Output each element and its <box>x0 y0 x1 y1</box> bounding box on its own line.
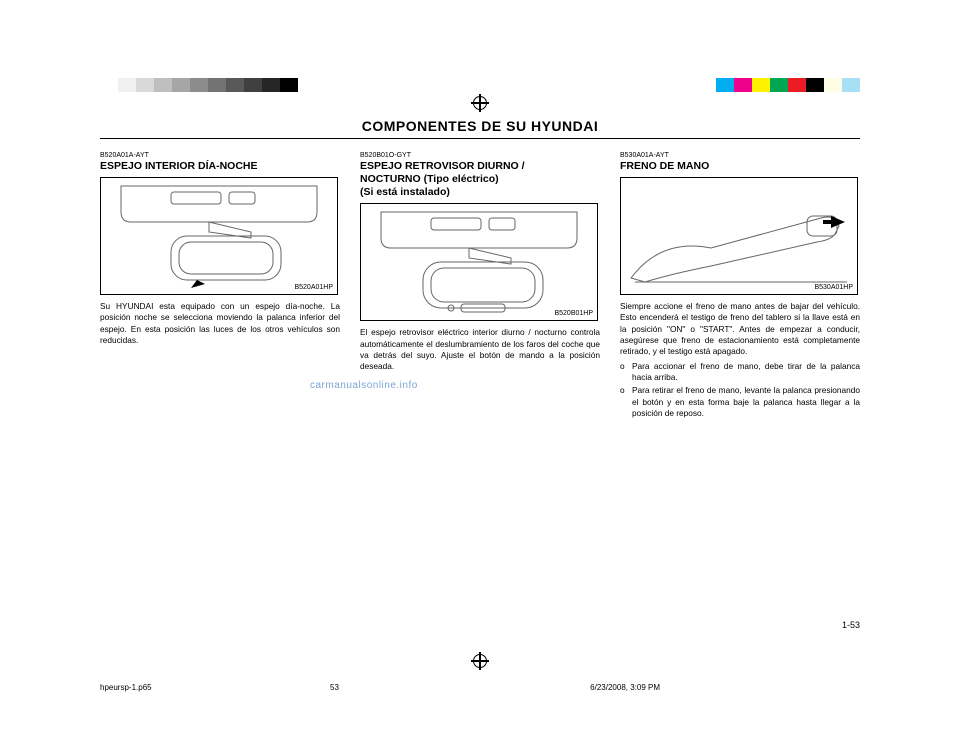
footer-page: 53 <box>330 683 410 692</box>
registration-crosshair-bottom <box>471 652 489 670</box>
print-footer: hpeursp-1.p65 53 6/23/2008, 3:09 PM <box>100 683 860 692</box>
section-body: Siempre accione el freno de mano antes d… <box>620 301 860 419</box>
figure-mirror-electric: B520B01HP <box>360 203 598 321</box>
section-title: FRENO DE MANO <box>620 160 860 173</box>
section-code: B530A01A-AYT <box>620 152 860 159</box>
columns: B520A01A-AYT ESPEJO INTERIOR DÍA-NOCHE B… <box>100 152 860 421</box>
section-code: B520B01O-GYT <box>360 152 600 159</box>
list-item: Para retirar el freno de mano, levante l… <box>620 385 860 419</box>
figure-handbrake: B530A01HP <box>620 177 858 295</box>
column-3: B530A01A-AYT FRENO DE MANO B530A01HP Sie… <box>620 152 860 421</box>
section-code: B520A01A-AYT <box>100 152 340 159</box>
page-title: COMPONENTES DE SU HYUNDAI <box>100 118 860 139</box>
section-body: El espejo retrovisor eléctrico interior … <box>360 327 600 372</box>
list-item: Para accionar el freno de mano, debe tir… <box>620 361 860 383</box>
figure-mirror-daynight: B520A01HP <box>100 177 338 295</box>
page-number: 1-53 <box>842 620 860 630</box>
footer-timestamp: 6/23/2008, 3:09 PM <box>590 683 860 692</box>
bullet-list: Para accionar el freno de mano, debe tir… <box>620 361 860 419</box>
figure-label: B530A01HP <box>814 284 853 291</box>
footer-file: hpeursp-1.p65 <box>100 683 330 692</box>
figure-label: B520B01HP <box>554 310 593 317</box>
page-content: COMPONENTES DE SU HYUNDAI B520A01A-AYT E… <box>100 70 860 630</box>
figure-label: B520A01HP <box>294 284 333 291</box>
section-title: ESPEJO INTERIOR DÍA-NOCHE <box>100 160 340 173</box>
column-2: B520B01O-GYT ESPEJO RETROVISOR DIURNO / … <box>360 152 600 421</box>
column-1: B520A01A-AYT ESPEJO INTERIOR DÍA-NOCHE B… <box>100 152 340 421</box>
section-body: Su HYUNDAI esta equipado con un espejo d… <box>100 301 340 346</box>
section-title: ESPEJO RETROVISOR DIURNO / NOCTURNO (Tip… <box>360 160 600 199</box>
